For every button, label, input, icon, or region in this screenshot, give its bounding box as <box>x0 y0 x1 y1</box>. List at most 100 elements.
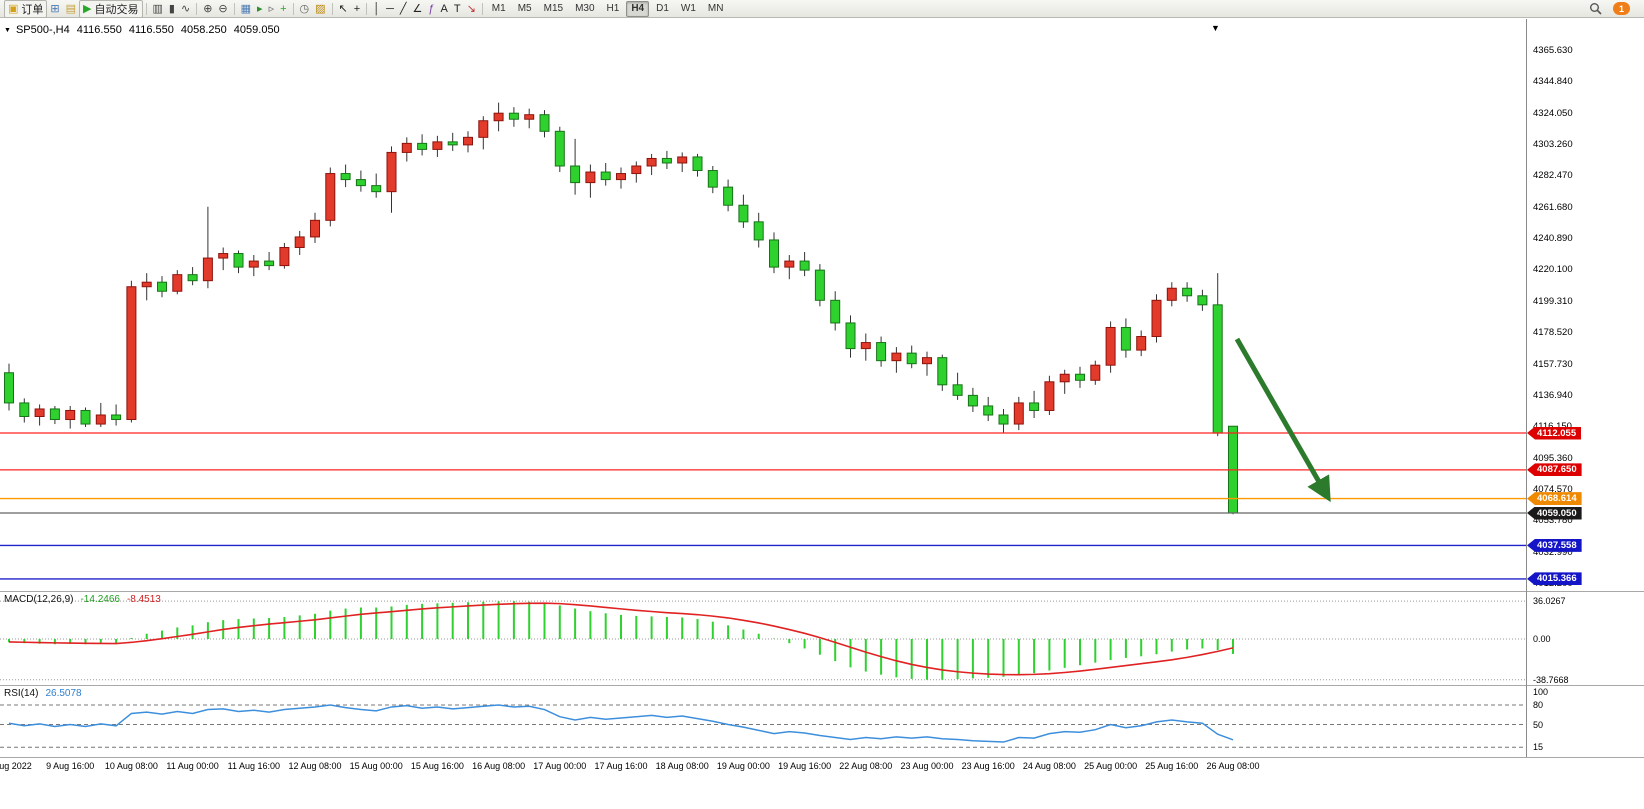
timeframe-h1[interactable]: H1 <box>606 2 620 14</box>
price-tick-label: 4303.260 <box>1533 138 1573 150</box>
macd-scale-label: 36.0267 <box>1533 596 1566 607</box>
line-chart-icon-icon: ∿ <box>180 2 191 15</box>
time-axis-label: 19 Aug 00:00 <box>716 761 770 771</box>
price-tick-label: 4365.630 <box>1533 44 1573 56</box>
macd-scale-label: 0.00 <box>1533 634 1551 644</box>
toolbar-separator <box>233 2 235 15</box>
price-tick-label: 4053.780 <box>1533 515 1573 527</box>
text-icon-icon: A <box>440 2 448 15</box>
text-label-icon[interactable]: T <box>451 1 464 17</box>
toolbar-separator <box>145 2 147 15</box>
rsi-indicator-label: RSI(14) 26.5078 <box>4 688 82 699</box>
price-tick-label: 4032.990 <box>1533 546 1573 558</box>
arrows-tool-icon[interactable]: ↘ <box>464 1 479 17</box>
add-indicator-icon[interactable]: + <box>277 1 289 17</box>
fibonacci-icon-icon: ƒ <box>428 2 435 15</box>
trend-arrow-annotation[interactable] <box>1234 337 1331 503</box>
time-axis-label: 25 Aug 00:00 <box>1084 761 1138 771</box>
trendline-icon[interactable]: ╱ <box>397 1 410 17</box>
price-tick-label: 4261.680 <box>1533 201 1573 213</box>
macd-title: MACD(12,26,9) <box>4 594 74 605</box>
rsi-title: RSI(14) <box>4 688 39 699</box>
ohlc-low: 4058.250 <box>180 24 227 36</box>
time-axis-label: 24 Aug 08:00 <box>1022 761 1076 771</box>
arrows-tool-icon-icon: ↘ <box>466 2 476 15</box>
crosshair-icon[interactable]: + <box>351 1 363 17</box>
text-icon[interactable]: A <box>438 1 451 17</box>
new-order-button[interactable]: ▣ 订单 <box>4 0 48 18</box>
auto-scroll-icon[interactable]: ▸ <box>254 1 266 17</box>
toolbar-separator <box>331 2 333 15</box>
price-tick-label: 4095.360 <box>1533 452 1573 464</box>
line-chart-icon[interactable]: ∿ <box>178 1 193 17</box>
candlestick-chart-icon[interactable]: ▮ <box>166 1 178 17</box>
vertical-line-icon-icon: │ <box>373 2 381 15</box>
timeframe-m30[interactable]: M30 <box>575 2 595 14</box>
time-axis-label: 11 Aug 16:00 <box>227 761 280 771</box>
tile-windows-icon[interactable]: ▦ <box>238 1 254 17</box>
horizontal-line-icon[interactable]: ─ <box>383 1 397 17</box>
toolbar-separator <box>366 2 368 15</box>
zoom-out-icon[interactable]: ⊖ <box>215 1 230 17</box>
symbol-period: SP500-,H4 <box>15 24 70 36</box>
fibonacci-icon[interactable]: ƒ <box>425 1 437 17</box>
charts-window-icon[interactable]: ⊞ <box>47 1 62 17</box>
price-tick-label: 4344.840 <box>1533 76 1573 88</box>
price-tick-label: 4157.730 <box>1533 358 1573 370</box>
cursor-icon[interactable]: ↖ <box>336 1 351 17</box>
charts-window-icon-icon: ⊞ <box>50 2 60 15</box>
macd-signal-value: -8.4513 <box>126 594 161 605</box>
time-axis-label: 23 Aug 16:00 <box>961 761 1015 771</box>
time-axis-label: 18 Aug 08:00 <box>655 761 709 771</box>
zoom-out-icon-icon: ⊖ <box>218 2 228 15</box>
time-axis-label: 22 Aug 08:00 <box>839 761 893 771</box>
timeframe-mn[interactable]: MN <box>707 2 724 14</box>
rsi-scale-label: 100 <box>1533 687 1549 697</box>
timeframe-d1[interactable]: D1 <box>656 2 669 14</box>
toolbar-separator <box>292 2 294 15</box>
zoom-in-icon[interactable]: ⊕ <box>200 1 215 17</box>
candlestick-chart-icon-icon: ▮ <box>168 2 175 15</box>
chart-canvas[interactable] <box>0 19 1644 775</box>
vertical-line-icon[interactable]: │ <box>370 1 383 17</box>
price-tick-label: 4074.570 <box>1533 484 1573 496</box>
templates-icon[interactable]: ▨ <box>312 1 328 17</box>
time-axis-label: 11 Aug 00:00 <box>166 761 219 771</box>
notification-badge[interactable]: 1 <box>1613 2 1630 15</box>
bar-chart-icon[interactable]: ▥ <box>150 1 166 17</box>
time-axis-label: 23 Aug 00:00 <box>900 761 954 771</box>
search-icon[interactable] <box>1586 1 1605 17</box>
current-bar-marker: ▼ <box>1211 23 1220 33</box>
chart-shift-icon-icon: ▹ <box>268 2 275 15</box>
equidistant-channel-icon[interactable]: ∠ <box>410 1 426 17</box>
time-axis-label: 15 Aug 00:00 <box>349 761 403 771</box>
timeframe-m15[interactable]: M15 <box>543 2 564 14</box>
autotrading-button-label: 自动交易 <box>94 3 139 16</box>
chart-area[interactable]: ▼ SP500-,H4 4116.550 4116.550 4058.250 4… <box>0 19 1644 775</box>
toolbar-buttons: ▣ 订单 ⊞ ▤ ▶ 自动交易 ▥ ▮ ∿ ⊕ ⊖ ▦ ▸ ▹ + ◷ ▨ ↖ + │ ─ ╱ ∠ ƒ A T ↘ <box>4 0 486 18</box>
auto-scroll-icon-icon: ▸ <box>257 2 263 15</box>
price-tick-label: 4324.050 <box>1533 107 1573 119</box>
autotrading-button[interactable]: ▶ 自动交易 <box>79 0 143 18</box>
rsi-scale-label: 80 <box>1533 700 1544 710</box>
ohlc-open: 4116.550 <box>76 24 122 36</box>
macd-value: -14.2466 <box>80 594 120 605</box>
price-tick-label: 4220.100 <box>1533 264 1573 276</box>
periods-icon[interactable]: ◷ <box>297 1 313 17</box>
timeframe-w1[interactable]: W1 <box>680 2 696 14</box>
price-level-tag: 4015.366 <box>1527 572 1582 586</box>
symbol-dropdown-icon[interactable]: ▼ <box>4 26 11 34</box>
price-level-tag: 4087.650 <box>1527 463 1582 477</box>
macd-indicator-label: MACD(12,26,9) -14.2466 -8.4513 <box>4 594 161 605</box>
toolbar-separator <box>481 2 483 15</box>
timeframe-m1[interactable]: M1 <box>491 2 506 14</box>
add-indicator-icon-icon: + <box>280 2 287 15</box>
autotrading-icon: ▶ <box>83 2 92 15</box>
rsi-scale-label: 15 <box>1533 742 1544 753</box>
timeframe-h4[interactable]: H4 <box>626 0 650 17</box>
profiles-icon[interactable]: ▤ <box>63 1 79 17</box>
time-axis-label: 10 Aug 08:00 <box>104 761 158 771</box>
timeframe-m5[interactable]: M5 <box>517 2 532 14</box>
time-axis-label: 19 Aug 16:00 <box>778 761 832 771</box>
chart-shift-icon[interactable]: ▹ <box>266 1 278 17</box>
